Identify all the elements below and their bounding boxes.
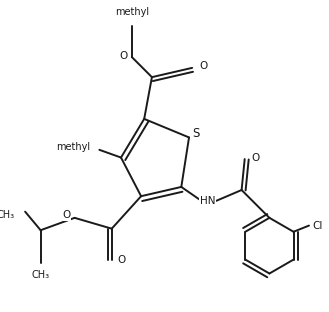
Text: O: O xyxy=(119,51,127,61)
Text: O: O xyxy=(117,255,126,265)
Text: methyl: methyl xyxy=(56,142,90,152)
Text: S: S xyxy=(192,127,199,140)
Text: CH₃: CH₃ xyxy=(32,271,50,280)
Text: HN: HN xyxy=(200,196,215,206)
Text: O: O xyxy=(62,210,70,220)
Text: Cl: Cl xyxy=(312,221,322,231)
Text: methyl: methyl xyxy=(115,7,149,17)
Text: O: O xyxy=(251,153,259,163)
Text: CH₃: CH₃ xyxy=(0,210,14,220)
Text: O: O xyxy=(199,61,207,71)
